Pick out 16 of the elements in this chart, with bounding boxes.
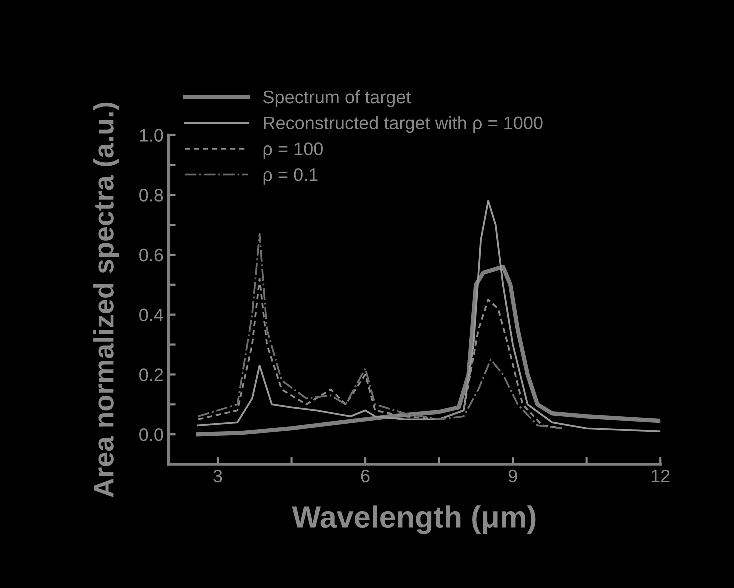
y-tick-label: 0.8 xyxy=(140,189,164,202)
x-axis-title: Wavelength (μm) xyxy=(292,506,536,534)
y-axis-title: Area normalized spectra (a.u.) xyxy=(94,102,120,498)
x-tick-label: 12 xyxy=(652,470,670,482)
y-tick-label: 0.6 xyxy=(140,248,164,262)
y-tick-label: 1.0 xyxy=(140,129,164,142)
x-tick-label: 3 xyxy=(214,470,222,483)
y-tick-label: 0.4 xyxy=(140,308,164,322)
legend-label: ρ = 0.1 xyxy=(264,168,318,185)
y-tick-label: 0.2 xyxy=(140,368,164,382)
legend-label: Spectrum of target xyxy=(264,90,412,108)
legend-label: Reconstructed target with ρ = 1000 xyxy=(264,116,543,134)
x-tick-label: 6 xyxy=(361,470,370,483)
x-tick-label: 9 xyxy=(508,470,518,483)
legend-label: ρ = 100 xyxy=(264,142,323,159)
y-tick-label: 0.0 xyxy=(140,428,164,442)
